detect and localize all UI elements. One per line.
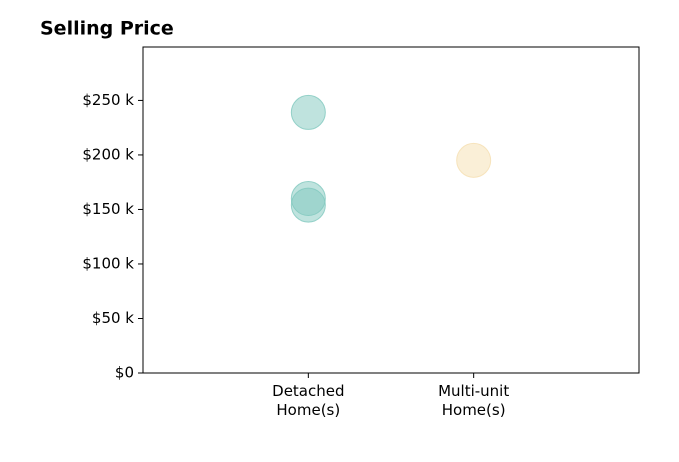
point bbox=[456, 142, 492, 178]
chart-title: Selling Price bbox=[40, 18, 174, 40]
y-tick-label: $150 k bbox=[82, 200, 134, 218]
y-tick-label: $100 k bbox=[82, 254, 134, 272]
y-tick-label: $0 bbox=[115, 364, 134, 382]
y-tick-label: $50 k bbox=[92, 309, 134, 327]
x-tick-label: Detached Home(s) bbox=[272, 382, 345, 419]
plot-frame bbox=[142, 46, 640, 374]
x-tick-label: Multi-unit Home(s) bbox=[438, 382, 510, 419]
point bbox=[290, 187, 326, 223]
point bbox=[290, 94, 326, 130]
y-tick-label: $250 k bbox=[82, 91, 134, 109]
y-tick-label: $200 k bbox=[82, 145, 134, 163]
